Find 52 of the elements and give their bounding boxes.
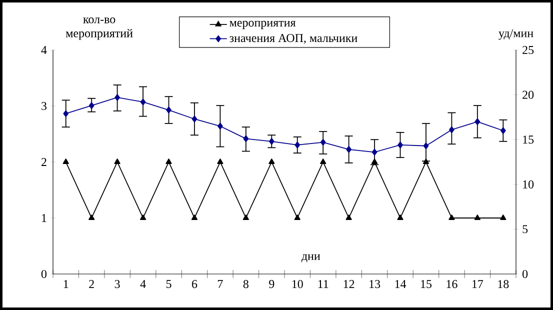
point [320,138,326,146]
x-tick-label: 3 [114,280,120,288]
point [268,138,274,145]
x-tick-label: 9 [269,280,274,288]
point [114,94,120,101]
point [88,102,94,109]
y-tick-label: 0 [41,270,47,278]
point [63,110,69,118]
y-tick-label: 1 [42,214,46,222]
x-tick-label: 4 [140,280,146,288]
x-tick-label: 17 [472,280,484,288]
x-tick-label: 11 [318,280,328,288]
x-tick-label: 18 [498,280,509,288]
y2-tick-label: 10 [523,180,534,188]
point [192,116,198,122]
y2-tick-label: 15 [523,136,534,144]
legend-label: значения АОП, мальчики [230,34,358,44]
x-tick-label: 2 [89,280,94,288]
y-axis-title: кол-во мероприятий [66,18,133,40]
point [346,146,352,153]
legend-label: мероприятия [230,20,296,30]
x-tick-label: 8 [243,280,248,288]
y2-tick-label: 0 [522,270,528,278]
x-tick-label: 12 [344,280,354,288]
x-tick-label: 1 [64,280,68,288]
x-axis-title: дни [301,254,320,262]
x-tick-label: 16 [446,280,458,288]
point [474,118,480,126]
x-tick-label: 14 [395,280,406,288]
point [398,142,403,148]
point [372,148,378,156]
point [166,106,172,114]
point [140,98,146,106]
y2-axis-title: уд/мин [498,29,534,40]
y-tick-label: 4 [41,46,47,54]
x-tick-label: 13 [370,280,380,288]
point [294,142,300,148]
x-tick-label: 5 [166,280,172,288]
x-tick-label: 10 [292,280,303,288]
point [423,142,429,150]
x-tick-label: 15 [421,280,432,288]
point [449,126,454,134]
x-tick-label: 7 [218,280,223,288]
y2-tick-label: 5 [522,225,528,234]
y2-tick-label: 20 [522,90,534,99]
point [500,127,506,134]
y2-tick-label: 25 [522,46,534,54]
point [243,135,249,142]
y-tick-label: 2 [42,158,46,166]
y-tick-label: 3 [42,102,47,110]
x-tick-label: 6 [192,280,198,288]
point [218,122,223,130]
